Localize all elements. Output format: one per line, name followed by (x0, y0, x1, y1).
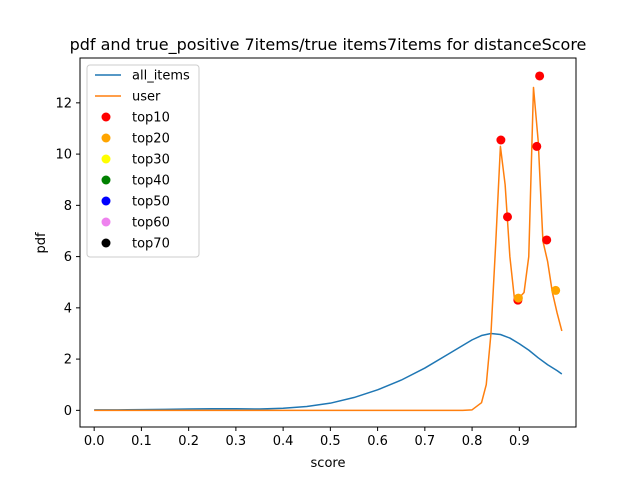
x-tick-label: 0.0 (84, 434, 105, 449)
chart-title: pdf and true_positive 7items/true items7… (70, 35, 587, 55)
scatter-point-top10 (535, 71, 545, 81)
plot-area (94, 71, 563, 412)
x-axis: 0.0 0.1 0.2 0.3 0.4 0.5 0.6 0.7 0.8 0.9 (84, 427, 530, 449)
x-tick-label: 0.8 (462, 434, 483, 449)
legend-marker-top60 (101, 217, 111, 227)
scatter-point-top10 (496, 135, 506, 145)
legend-label-top70: top70 (132, 237, 170, 252)
legend-box (86, 64, 200, 258)
series-line-all_items (94, 332, 563, 411)
x-tick-label: 0.6 (367, 434, 388, 449)
legend-marker-top40 (101, 175, 111, 185)
x-tick-label: 0.3 (226, 434, 247, 449)
legend-label-user: user (132, 90, 161, 105)
legend-marker-top30 (101, 154, 111, 164)
legend-marker-top10 (101, 112, 111, 122)
scatter-point-top10 (542, 235, 552, 245)
legend-label-top10: top10 (132, 111, 170, 126)
legend-label-all_items: all_items (132, 69, 190, 84)
x-axis-label: score (311, 456, 346, 471)
y-axis-label: pdf (34, 232, 49, 254)
x-tick-label: 0.2 (178, 434, 199, 449)
legend-label-top50: top50 (132, 195, 170, 210)
legend-marker-top20 (101, 133, 111, 143)
x-tick-label: 0.7 (414, 434, 435, 449)
x-tick-label: 0.9 (509, 434, 530, 449)
legend-label-top40: top40 (132, 174, 170, 189)
x-tick-label: 0.4 (273, 434, 294, 449)
series-line-user (94, 86, 563, 412)
y-tick-label: 12 (55, 96, 72, 111)
legend-marker-top50 (101, 196, 111, 206)
legend-label-top30: top30 (132, 153, 170, 168)
legend-label-top60: top60 (132, 216, 170, 231)
y-tick-label: 0 (64, 404, 72, 419)
y-tick-label: 10 (55, 148, 72, 163)
y-tick-label: 2 (64, 353, 72, 368)
y-tick-label: 8 (64, 199, 72, 214)
scatter-point-top10 (532, 141, 542, 151)
y-axis: 0 2 4 6 8 10 12 (55, 96, 80, 419)
axes-frame (79, 57, 577, 428)
legend-marker-top70 (101, 238, 111, 248)
legend-label-top20: top20 (132, 132, 170, 147)
scatter-point-top10 (503, 212, 512, 222)
y-tick-label: 4 (64, 301, 72, 316)
scatter-point-top20 (551, 285, 561, 295)
y-tick-label: 6 (64, 250, 72, 265)
x-tick-label: 0.1 (131, 434, 152, 449)
scatter-point-top20 (513, 293, 523, 303)
x-tick-label: 0.5 (320, 434, 341, 449)
